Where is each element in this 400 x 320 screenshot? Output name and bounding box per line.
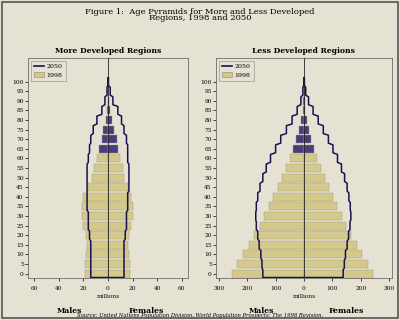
Bar	[264, 212, 304, 220]
Bar	[304, 270, 373, 277]
Title: Less Developed Regions: Less Developed Regions	[252, 47, 356, 55]
Bar	[108, 183, 128, 191]
Bar	[304, 164, 321, 172]
Bar	[237, 260, 304, 268]
Legend: 2050, 1998: 2050, 1998	[31, 61, 66, 81]
Bar	[108, 241, 128, 249]
Text: Females: Females	[129, 307, 164, 315]
Bar	[108, 193, 131, 201]
Bar	[108, 270, 130, 277]
Title: More Developed Regions: More Developed Regions	[55, 47, 161, 55]
Bar	[304, 183, 329, 191]
Text: millions: millions	[96, 294, 120, 299]
Bar	[304, 174, 325, 181]
Bar	[304, 135, 311, 143]
Bar	[302, 107, 304, 114]
Bar	[108, 260, 130, 268]
Bar	[108, 251, 129, 258]
Bar	[108, 155, 120, 162]
Bar	[82, 203, 108, 210]
Bar	[108, 174, 124, 181]
Bar	[108, 126, 114, 133]
Text: Males: Males	[57, 307, 82, 315]
Bar	[102, 135, 108, 143]
Bar	[304, 203, 338, 210]
Bar	[106, 116, 108, 124]
Bar	[87, 241, 108, 249]
Bar	[97, 155, 108, 162]
Bar	[282, 174, 304, 181]
Bar	[301, 116, 304, 124]
Bar	[243, 251, 304, 258]
Bar	[94, 164, 108, 172]
Bar	[278, 183, 304, 191]
Bar	[293, 145, 304, 153]
Bar	[286, 164, 304, 172]
Bar	[108, 222, 131, 229]
Bar	[249, 241, 304, 249]
Bar	[85, 270, 108, 277]
Bar	[304, 241, 356, 249]
Bar	[260, 222, 304, 229]
Bar	[290, 155, 304, 162]
Bar	[83, 193, 108, 201]
Bar	[232, 270, 304, 277]
Bar	[268, 203, 304, 210]
Bar	[304, 107, 305, 114]
Bar	[108, 135, 117, 143]
Bar	[107, 107, 108, 114]
Bar	[85, 260, 108, 268]
Bar	[304, 251, 362, 258]
Text: Regions, 1998 and 2050: Regions, 1998 and 2050	[149, 14, 251, 22]
Bar	[304, 222, 346, 229]
Bar	[304, 231, 352, 239]
Bar	[108, 145, 118, 153]
Bar	[88, 183, 108, 191]
Bar	[108, 116, 112, 124]
Bar	[254, 231, 304, 239]
Text: Females: Females	[328, 307, 364, 315]
Bar	[108, 231, 129, 239]
Bar	[103, 126, 108, 133]
Bar	[92, 174, 108, 181]
Bar	[108, 164, 123, 172]
Bar	[99, 145, 108, 153]
Bar	[299, 126, 304, 133]
Bar	[273, 193, 304, 201]
Bar	[108, 203, 133, 210]
Bar	[108, 97, 109, 105]
Bar	[304, 126, 309, 133]
Bar	[108, 212, 133, 220]
Bar	[86, 231, 108, 239]
Bar	[296, 135, 304, 143]
Text: Figure 1:  Age Pyramids for More and Less Developed: Figure 1: Age Pyramids for More and Less…	[85, 8, 315, 16]
Bar	[304, 155, 317, 162]
Bar	[83, 222, 108, 229]
Bar	[82, 212, 108, 220]
Text: Males: Males	[249, 307, 274, 315]
Legend: 2050, 1998: 2050, 1998	[219, 61, 254, 81]
Bar	[86, 251, 108, 258]
Bar	[108, 107, 110, 114]
Text: millions: millions	[292, 294, 316, 299]
Bar	[304, 193, 333, 201]
Bar	[304, 145, 314, 153]
Text: Source: United Nations Population Division, World Population Prospects: The 1998: Source: United Nations Population Divisi…	[77, 313, 323, 318]
Bar	[304, 212, 342, 220]
Bar	[304, 260, 368, 268]
Bar	[304, 116, 306, 124]
